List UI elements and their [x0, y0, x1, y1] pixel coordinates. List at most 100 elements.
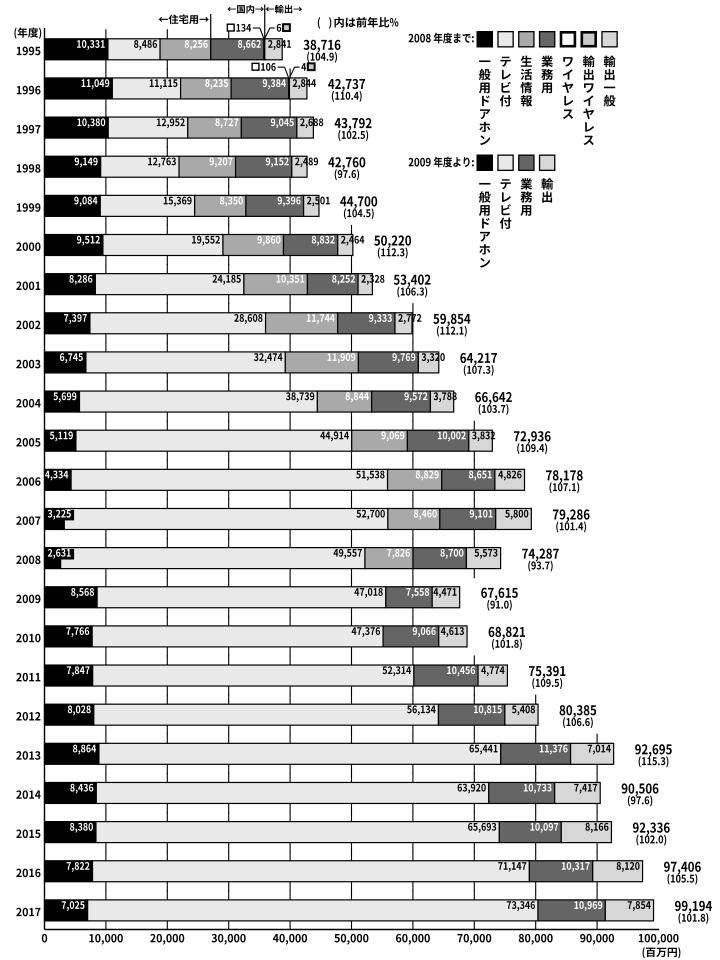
glyph: [35, 633, 41, 643]
glyph: [603, 94, 616, 107]
glyph: [29, 751, 35, 760]
glyph: [636, 796, 641, 805]
yoy-2000: [377, 247, 408, 259]
glyph: [544, 443, 548, 455]
glyph: [532, 678, 535, 689]
glyph: [590, 717, 593, 729]
callout-export-wireless-value: [276, 23, 282, 32]
glyph: [345, 157, 352, 168]
glyph: [647, 757, 652, 766]
glyph: [650, 835, 655, 844]
glyph: [472, 36, 474, 43]
glyph: [528, 666, 535, 677]
segment-2003-1: [85, 351, 286, 374]
glyph: [675, 900, 681, 912]
glyph: [681, 874, 686, 883]
segment-2014-0: [43, 781, 97, 805]
glyph: [544, 431, 551, 442]
glyph: [274, 4, 284, 14]
glyph: [276, 23, 282, 32]
glyph: [360, 131, 365, 140]
glyph: [358, 117, 365, 129]
segment-2001-6: [357, 273, 373, 296]
glyph: [22, 85, 28, 95]
glyph: [425, 33, 431, 43]
glyph: [509, 599, 512, 611]
legend-title: [408, 32, 474, 44]
x-tick-8: [518, 933, 553, 945]
segment-2017-1: [87, 899, 539, 922]
segment-1996-0: [43, 77, 113, 100]
glyph: [563, 470, 569, 481]
segment-2008-1: [60, 547, 366, 570]
segment-2002-6: [394, 312, 413, 335]
glyph: [678, 947, 681, 959]
callout-leader: [284, 66, 289, 78]
glyph: [35, 164, 41, 173]
bar-row-1996: [43, 77, 308, 100]
glyph: [568, 489, 571, 492]
glyph: [632, 822, 639, 833]
glyph: [638, 934, 644, 943]
glyph: [388, 243, 391, 249]
glyph: [473, 933, 479, 943]
segment-2008-6: [465, 547, 502, 570]
glyph: [22, 320, 28, 330]
glyph: [681, 900, 688, 912]
glyph: [440, 353, 445, 362]
glyph: [22, 868, 28, 878]
glyph: [566, 718, 571, 726]
glyph: [527, 438, 531, 445]
glyph: [499, 392, 506, 403]
glyph: [627, 795, 631, 807]
total-1999: [340, 196, 378, 210]
glyph: [424, 933, 430, 943]
year-2003: [16, 359, 41, 369]
glyph: [285, 940, 289, 945]
glyph: [342, 164, 345, 171]
glyph: [566, 705, 573, 716]
segment-2013-2: [500, 742, 572, 765]
segment-2009-3: [431, 586, 461, 609]
glyph: [502, 634, 505, 640]
total-1996: [328, 78, 366, 92]
glyph: [321, 39, 327, 50]
glyph: [28, 46, 35, 56]
total-2008: [522, 548, 559, 562]
glyph: [391, 235, 398, 246]
year-2010: [16, 633, 41, 643]
glyph: [472, 160, 474, 167]
glyph: [520, 55, 532, 67]
glyph: [343, 170, 348, 179]
total-2017: [675, 900, 712, 914]
total-2014: [621, 783, 659, 797]
glyph: [89, 934, 95, 943]
glyph: [16, 672, 22, 682]
bar-row-2004: [43, 390, 455, 413]
glyph: [411, 933, 418, 943]
segment-2012-1: [93, 703, 440, 726]
glyph: [359, 79, 366, 89]
pct-note-close: [329, 17, 332, 29]
glyph: [648, 751, 652, 758]
range-domestic: [227, 4, 264, 14]
glyph: [519, 638, 522, 650]
glyph: [546, 665, 552, 677]
segment-2006-3: [441, 468, 496, 491]
total-2000: [374, 235, 412, 249]
glyph: [340, 91, 345, 100]
glyph: [541, 933, 547, 943]
glyph: [16, 868, 22, 878]
glyph: [22, 712, 28, 721]
segment-2015-1: [95, 820, 500, 844]
glyph: [488, 626, 495, 638]
glyph: [562, 69, 573, 80]
glyph: [583, 55, 595, 68]
glyph: [179, 14, 189, 25]
glyph: [400, 274, 407, 285]
glyph: [550, 560, 553, 572]
glyph: [536, 450, 539, 453]
legend-swatch: [497, 154, 514, 171]
glyph: [28, 164, 35, 173]
